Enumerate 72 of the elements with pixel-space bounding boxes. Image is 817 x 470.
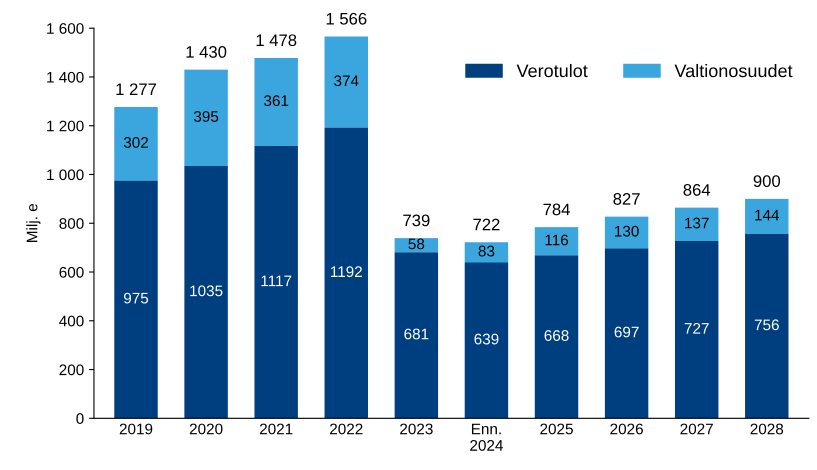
bar — [324, 36, 368, 128]
bar — [254, 146, 298, 418]
bar — [674, 208, 718, 242]
bar — [745, 234, 789, 418]
bar — [324, 128, 368, 418]
y-tick-label: 1 200 — [47, 120, 84, 132]
data-label: 374 — [334, 75, 359, 86]
data-label: 756 — [754, 319, 779, 330]
x-tick-label: 2026 — [610, 424, 643, 434]
data-label: 302 — [124, 137, 148, 148]
x-tick-label: 2019 — [120, 424, 152, 434]
y-axis-title: Milj. e — [26, 204, 40, 242]
data-label: 1117 — [261, 276, 292, 286]
x-tick-label: 2028 — [750, 424, 784, 434]
data-label: 1192 — [331, 266, 362, 278]
bar — [464, 262, 508, 418]
total-label: 722 — [473, 218, 500, 230]
y-tick-label: 800 — [59, 218, 84, 229]
bar — [604, 216, 648, 248]
total-label: 864 — [684, 184, 710, 196]
bar — [184, 166, 228, 418]
data-label: 395 — [194, 111, 218, 122]
x-tick-label: 2025 — [540, 424, 573, 434]
y-tick-label: 1 400 — [47, 72, 84, 83]
bar — [184, 70, 228, 166]
total-label: 827 — [613, 193, 640, 205]
bar — [534, 227, 578, 256]
x-tick-label: 2021 — [260, 424, 292, 434]
legend-label: Valtionosuudet — [674, 64, 792, 78]
total-label: 784 — [543, 204, 570, 216]
data-label: 727 — [684, 322, 709, 334]
y-tick-label: 200 — [60, 364, 84, 376]
bar — [674, 241, 718, 418]
x-tick-label: 2027 — [680, 424, 713, 434]
data-label: 1035 — [190, 285, 222, 296]
bar — [745, 198, 789, 234]
data-label: 361 — [264, 95, 288, 106]
bar — [254, 58, 298, 146]
data-label: 975 — [124, 292, 148, 304]
data-label: 58 — [408, 238, 424, 250]
total-label: 1 566 — [326, 12, 366, 25]
total-label: 1 478 — [256, 34, 296, 46]
data-label: 144 — [755, 210, 780, 220]
data-label: 137 — [685, 218, 709, 228]
x-tick-label: 2022 — [330, 424, 362, 434]
x-tick-label: Enn. 2024 — [470, 424, 503, 451]
data-label: 639 — [474, 334, 498, 345]
total-label: 1 430 — [186, 46, 226, 58]
bar — [394, 252, 438, 418]
data-label: 668 — [544, 330, 569, 341]
bar — [114, 106, 158, 181]
x-tick-label: 2020 — [190, 424, 222, 434]
y-tick-label: 1 600 — [47, 23, 84, 34]
data-label: 130 — [615, 226, 639, 237]
data-label: 681 — [404, 328, 428, 340]
data-label: 83 — [478, 246, 494, 256]
bar — [534, 255, 578, 418]
total-label: 900 — [754, 175, 780, 188]
bar — [394, 238, 438, 252]
legend-label: Verotulot — [516, 64, 588, 78]
y-tick-label: 400 — [59, 316, 84, 326]
bar — [464, 242, 508, 263]
bar — [604, 248, 648, 418]
y-tick-label: 0 — [76, 413, 84, 424]
y-tick-label: 1 000 — [47, 169, 84, 180]
data-label: 697 — [614, 326, 639, 338]
x-tick-label: 2023 — [400, 424, 433, 434]
total-label: 1 277 — [116, 83, 156, 95]
data-label: 116 — [546, 234, 568, 246]
y-tick-label: 600 — [60, 266, 84, 278]
bar — [114, 180, 158, 418]
total-label: 739 — [403, 214, 430, 226]
